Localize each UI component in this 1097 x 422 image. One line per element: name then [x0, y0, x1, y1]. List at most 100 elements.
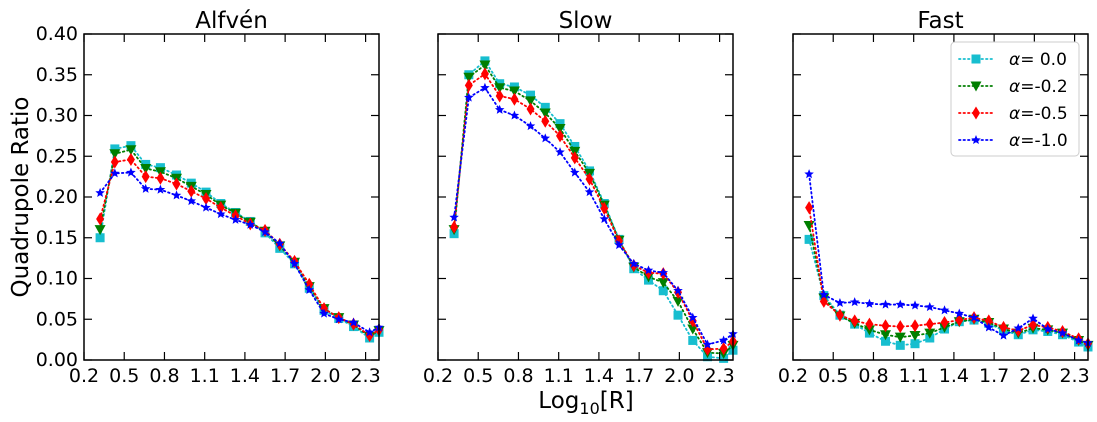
data-point [658, 267, 669, 277]
data-point [464, 78, 473, 92]
data-point [658, 286, 668, 296]
series-2 [450, 67, 737, 356]
data-point [672, 296, 684, 307]
series-0 [804, 234, 1093, 352]
x-tick-label: 0.8 [858, 365, 888, 387]
x-tick-label: 2.3 [704, 365, 734, 387]
x-tick-label: 0.2 [778, 365, 808, 387]
series-line [453, 86, 734, 346]
legend-marker [971, 135, 981, 145]
data-point [230, 214, 241, 224]
data-point [186, 196, 197, 206]
y-tick-label: 0.20 [36, 186, 78, 208]
data-point [509, 110, 520, 120]
data-point [450, 220, 459, 234]
data-point [998, 330, 1009, 340]
data-point [719, 342, 728, 356]
data-point [526, 90, 536, 100]
x-tick-label: 0.5 [109, 365, 139, 387]
data-point [910, 300, 920, 310]
x-tick-label: 1.7 [624, 365, 654, 387]
data-point [554, 124, 566, 135]
data-point [109, 149, 121, 160]
data-point [585, 172, 594, 186]
panel-title: Alfvén [195, 8, 268, 34]
data-point [275, 238, 285, 248]
data-point [657, 278, 669, 289]
data-point [216, 209, 226, 219]
x-tick-label: 1.4 [939, 365, 969, 387]
x-tick-label: 1.1 [190, 365, 220, 387]
legend-label: α=-0.2 [1009, 77, 1068, 97]
data-point [156, 171, 165, 185]
x-tick-label: 2.0 [664, 365, 694, 387]
data-point [688, 312, 698, 322]
data-point [849, 297, 860, 307]
data-point [803, 221, 815, 232]
data-point [939, 305, 950, 315]
data-point [805, 201, 814, 215]
data-point [881, 336, 891, 346]
data-point [911, 319, 920, 333]
data-point [126, 153, 135, 167]
data-point [718, 335, 729, 345]
data-point [140, 183, 151, 193]
series-3 [95, 167, 384, 337]
y-tick-label: 0.30 [36, 105, 78, 127]
data-point [555, 147, 565, 157]
data-point [95, 187, 105, 197]
y-tick-label: 0.10 [36, 268, 78, 290]
x-tick-label: 2.3 [1059, 365, 1089, 387]
legend-marker [971, 54, 981, 64]
data-point [319, 308, 329, 318]
data-point [896, 320, 905, 334]
panel-slow: 0.2 0.5 0.8 1.1 1.4 1.7 2.0 2.3 Slow [423, 8, 739, 387]
data-point [125, 145, 137, 156]
data-point [895, 299, 906, 309]
x-tick-label: 1.4 [584, 365, 614, 387]
series-2 [96, 153, 383, 343]
data-point [96, 212, 105, 226]
x-tick-label: 2.3 [350, 365, 380, 387]
data-point [334, 314, 344, 324]
y-axis-label: Quadrupole Ratio [8, 97, 34, 298]
data-point [1028, 313, 1038, 323]
data-point [494, 83, 506, 94]
data-point [570, 141, 580, 151]
y-tick-label: 0.15 [36, 227, 78, 249]
data-point [702, 339, 713, 349]
data-point [835, 308, 844, 322]
x-tick-label: 1.1 [544, 365, 574, 387]
data-point [969, 312, 979, 322]
data-point [348, 317, 359, 327]
data-point [555, 119, 565, 129]
data-point [925, 317, 934, 331]
data-point [804, 169, 814, 179]
data-point [1013, 323, 1024, 333]
data-point [201, 202, 211, 212]
data-point [260, 227, 270, 237]
x-tick-label: 1.7 [979, 365, 1009, 387]
data-point [584, 187, 595, 197]
data-point [954, 308, 965, 318]
data-point [110, 168, 120, 178]
data-point [865, 317, 874, 331]
x-tick-label: 1.4 [230, 365, 260, 387]
data-point [526, 102, 535, 116]
data-point [614, 240, 624, 250]
data-point [449, 212, 459, 222]
data-point [984, 314, 993, 328]
data-point [525, 121, 536, 131]
data-point [673, 285, 683, 295]
data-point [155, 184, 166, 194]
data-point [508, 86, 520, 97]
series-line [808, 224, 1089, 347]
legend-entry: α=-1.0 [958, 131, 1068, 151]
legend-label: α=-0.5 [1009, 104, 1068, 124]
x-tick-label: 0.2 [69, 365, 99, 387]
data-point [894, 332, 906, 343]
data-point [540, 133, 551, 143]
data-point [688, 335, 698, 345]
data-point [999, 320, 1008, 334]
